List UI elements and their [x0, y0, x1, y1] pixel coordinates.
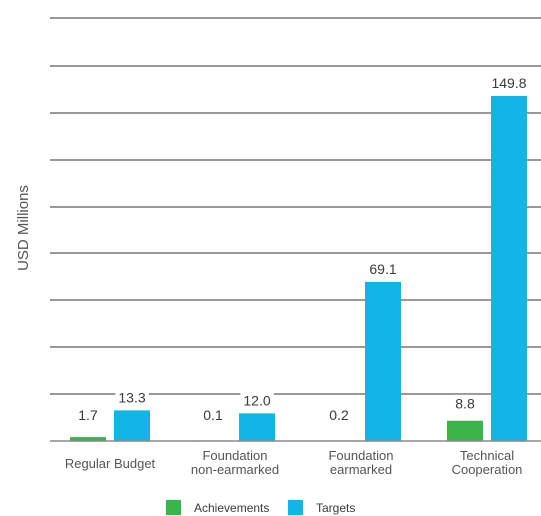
- value-label-bg: [488, 74, 530, 92]
- value-label-achievements-0: 1.7: [78, 407, 98, 423]
- bars: [70, 96, 527, 441]
- value-label-achievements-2: 0.2: [329, 407, 349, 423]
- value-label-bg: [366, 259, 400, 278]
- bar-targets-3: [491, 96, 527, 441]
- value-label-achievements-3: 8.8: [455, 396, 475, 412]
- value-labels: 1.7 0.1 0.2 8.8 13.3 12.0 69.1 149.8: [75, 74, 530, 424]
- legend-label-achievements: Achievements: [194, 501, 269, 515]
- legend-label-targets: Targets: [316, 501, 355, 515]
- bar-achievements-3: [447, 420, 483, 441]
- category-labels: Regular BudgetFoundationnon-earmarkedFou…: [65, 448, 523, 477]
- category-label-3: Cooperation: [452, 462, 523, 477]
- value-label-targets-3: 149.8: [491, 75, 526, 91]
- bar-targets-2: [365, 281, 401, 441]
- value-label-bg: [240, 391, 274, 410]
- category-label-0: Regular Budget: [65, 456, 156, 471]
- bar-targets-0: [114, 410, 150, 441]
- y-axis-label: USD Millions: [15, 185, 32, 271]
- value-label-bg: [452, 394, 478, 413]
- category-label-2: Foundation: [328, 448, 393, 463]
- value-label-bg: [75, 406, 101, 424]
- value-label-bg: [115, 388, 149, 407]
- category-label-2: earmarked: [330, 462, 392, 477]
- bar-achievements-0: [70, 437, 106, 441]
- value-label-targets-1: 12.0: [243, 392, 270, 408]
- value-label-targets-0: 13.3: [118, 389, 145, 405]
- category-label-1: Foundation: [202, 448, 267, 463]
- value-label-targets-2: 69.1: [369, 261, 396, 277]
- legend-swatch-targets: [288, 500, 303, 515]
- category-label-1: non-earmarked: [191, 462, 279, 477]
- legend-swatch-achievements: [166, 500, 181, 515]
- legend: Achievements Targets: [166, 500, 355, 515]
- bar-targets-1: [239, 413, 275, 441]
- category-label-3: Technical: [460, 448, 514, 463]
- gridlines: [50, 17, 541, 395]
- value-label-bg: [326, 406, 352, 424]
- value-label-achievements-1: 0.1: [203, 407, 223, 423]
- value-label-bg: [200, 406, 226, 424]
